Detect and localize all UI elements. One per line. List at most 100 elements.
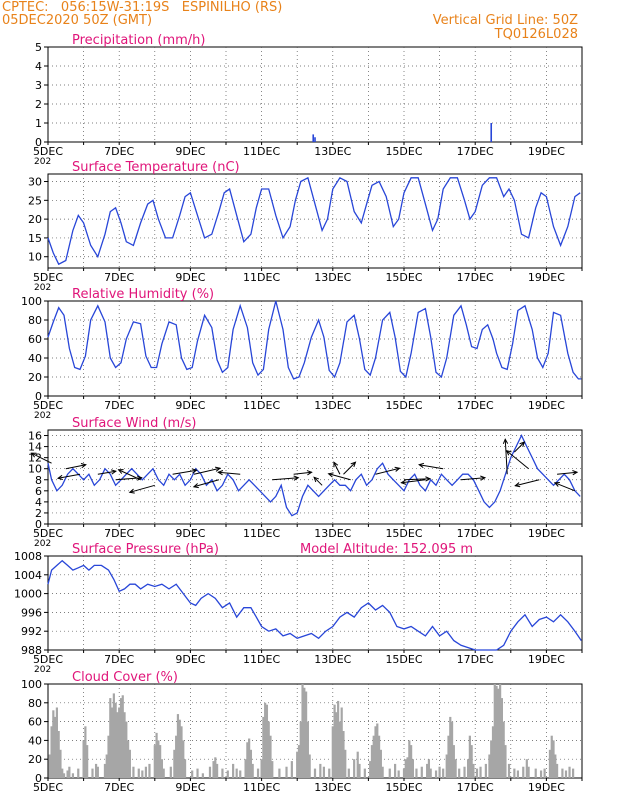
wind-ytick-label: 2 xyxy=(35,507,42,520)
cloud-bar xyxy=(265,704,269,778)
cloud-bar xyxy=(322,766,325,778)
wind-ytick-label: 12 xyxy=(28,452,42,465)
wind-arrow-head xyxy=(553,481,560,487)
wind-arrow xyxy=(514,441,525,453)
temp-ytick-label: 20 xyxy=(28,213,42,226)
cloud-bar xyxy=(86,745,89,778)
cloud-xtick-label: 9DEC xyxy=(175,781,205,794)
cloud-bar xyxy=(568,766,571,778)
cloud-bar xyxy=(452,745,455,778)
precip-ytick-label: 1 xyxy=(35,117,42,130)
cloud-bar xyxy=(376,723,379,778)
cloud-bar xyxy=(388,768,391,778)
temp-frame xyxy=(47,173,583,269)
cloud-bar xyxy=(112,693,115,778)
cloud-bar xyxy=(244,759,247,778)
wind-series-line xyxy=(47,434,581,517)
wind-arrow xyxy=(506,450,529,470)
model-altitude: Model Altitude: 152.095 m xyxy=(300,542,473,557)
cloud-bar xyxy=(285,766,288,778)
cloud-bar xyxy=(381,766,384,778)
wind-arrow-head xyxy=(192,483,199,489)
precip-xtick-label: 13DEC xyxy=(314,145,351,158)
cloud-bar xyxy=(110,707,114,778)
cloud-bar xyxy=(488,754,491,778)
precip-ytick-label: 0 xyxy=(35,136,42,149)
pressure-ytick-label: 996 xyxy=(21,606,42,619)
cloud-bar xyxy=(447,735,450,778)
precip-xtick-label: 11DEC xyxy=(243,145,280,158)
precip-title: Precipitation (mm/h) xyxy=(72,33,205,48)
precip-xtick-label: 15DEC xyxy=(385,145,422,158)
pressure-series-line xyxy=(47,559,582,651)
cloud-bar xyxy=(109,698,112,778)
cloud-bar xyxy=(427,759,431,778)
cloud-bar xyxy=(305,691,308,778)
cloud-bar xyxy=(48,754,51,778)
cloud-bar xyxy=(470,745,473,778)
wind-arrow xyxy=(31,452,52,464)
cloud-bar xyxy=(173,749,176,778)
cloud-bar xyxy=(114,702,117,778)
wind-arrow xyxy=(401,479,426,484)
cloud-bar xyxy=(504,745,507,778)
cloud-bar xyxy=(132,766,135,778)
cloud-bar xyxy=(271,761,274,778)
wind-arrow xyxy=(333,462,341,475)
cloud-bar xyxy=(372,735,375,778)
cloud-bar xyxy=(429,768,432,778)
cloud-bar xyxy=(248,738,251,778)
cloud-bar xyxy=(123,712,126,778)
rh-year-label: 202 xyxy=(34,411,51,421)
rh-ytick-label: 0 xyxy=(35,390,42,403)
cloud-bar xyxy=(328,768,331,778)
cloud-bar xyxy=(82,740,85,778)
temp-ytick-label: 10 xyxy=(28,251,42,264)
cloud-bar xyxy=(96,766,99,778)
cloud-bar xyxy=(516,770,520,778)
precip-frame xyxy=(47,46,583,143)
rh-xtick-label: 7DEC xyxy=(104,399,134,412)
cloud-bar xyxy=(500,698,503,778)
cloud-bar xyxy=(169,766,172,778)
temp-ytick-label: 15 xyxy=(28,232,42,245)
wind-arrow-head xyxy=(425,476,432,482)
wind-arrow-head xyxy=(519,441,526,448)
rh-series-line xyxy=(47,300,582,380)
cloud-bar xyxy=(331,726,334,778)
wind-arrow xyxy=(557,471,578,475)
cloud-bar xyxy=(162,768,165,778)
cloud-xtick-label: 5DEC xyxy=(33,781,63,794)
cloud-bar xyxy=(216,763,219,778)
cloud-bar xyxy=(208,766,212,778)
rh-xtick-label: 13DEC xyxy=(314,399,351,412)
temp-xtick-label: 13DEC xyxy=(314,271,351,284)
cloud-bar xyxy=(178,719,181,778)
wind-arrow xyxy=(172,469,197,475)
cloud-bar xyxy=(374,726,377,778)
cloud-bar xyxy=(183,759,187,778)
wind-arrow-head xyxy=(418,462,425,468)
header-grid-note: Vertical Grid Line: 50Z xyxy=(432,13,578,28)
cloud-bar xyxy=(463,766,466,778)
cloud-bar xyxy=(335,712,338,778)
cloud-bar xyxy=(306,721,309,778)
wind-arrow xyxy=(129,484,155,493)
cloud-xtick-label: 15DEC xyxy=(385,781,422,794)
cloud-bar xyxy=(201,773,204,778)
pressure-xtick-label: 5DEC xyxy=(33,653,63,666)
pressure-xtick-label: 17DEC xyxy=(457,653,494,666)
cloud-bar xyxy=(319,763,322,778)
cloud-xtick-label: 19DEC xyxy=(528,781,565,794)
temp-xtick-label: 5DEC xyxy=(33,271,63,284)
cloud-bar xyxy=(572,768,575,778)
wind-arrow xyxy=(375,467,400,475)
cloud-bar xyxy=(358,763,361,778)
cloud-xtick-label: 11DEC xyxy=(243,781,280,794)
rh-ytick-label: 60 xyxy=(28,333,42,346)
cloud-bar xyxy=(438,766,441,778)
cloud-bar xyxy=(232,763,235,778)
cloud-ytick-label: 100 xyxy=(21,678,42,691)
cloud-bar xyxy=(127,740,130,778)
cloud-bar xyxy=(377,735,381,778)
